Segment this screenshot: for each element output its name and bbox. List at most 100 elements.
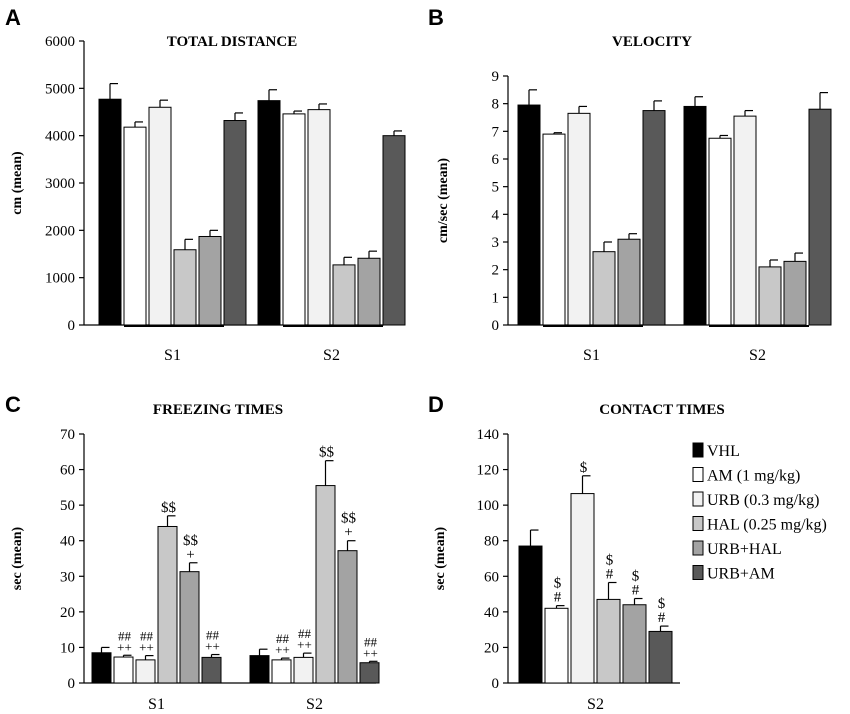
y-tick-label: 50 — [60, 498, 75, 514]
legend-swatch — [692, 540, 704, 556]
chart-a: TOTAL DISTANCE cm (mean) 0 1000 2000 3000 4000… — [10, 34, 406, 364]
y-tick-label: 120 — [477, 463, 500, 479]
significance-annotation: + — [344, 525, 352, 541]
y-tick-label: 9 — [492, 69, 500, 85]
y-tick-label: 10 — [60, 640, 75, 656]
y-tick-label: 30 — [60, 569, 75, 585]
y-tick-label: 1 — [492, 290, 500, 306]
y-tick-label: 140 — [477, 427, 500, 443]
y-tick-label: 20 — [484, 640, 499, 656]
bar-urb-am-s1 — [223, 120, 247, 326]
bar-urb-hal-s2 — [783, 260, 807, 326]
y-axis-label: cm (mean) — [10, 151, 25, 215]
bar-am-s1 — [123, 126, 147, 326]
bar-am-s1 — [113, 656, 134, 684]
panel-letter-a: A — [5, 5, 21, 30]
significance-annotation: ## — [140, 629, 154, 644]
legend-label: AM (1 mg/kg) — [707, 468, 800, 485]
significance-annotation: ++ — [275, 642, 290, 657]
significance-annotation: ## — [118, 628, 132, 643]
chart-b: VELOCITY cm/sec (mean) 0 1 2 3 4 5 6 7 8 9 S1 S2 — [436, 34, 832, 364]
y-tick-label: 0 — [68, 676, 76, 692]
bar-vhl-s1 — [98, 98, 122, 326]
bar-urb-s2 — [733, 115, 757, 326]
y-tick-label: 80 — [484, 534, 499, 550]
bar-urb-s2 — [293, 656, 314, 684]
significance-annotation: # — [632, 583, 640, 599]
bar-vhl-s1 — [91, 652, 112, 684]
bar-hal-s1 — [157, 525, 178, 684]
y-axis-label: sec (mean) — [433, 526, 448, 590]
bar-urb-hal-s1 — [617, 238, 641, 326]
chart-title: FREEZING TIMES — [153, 402, 283, 418]
y-tick-label: 20 — [60, 605, 75, 621]
significance-annotation: ++ — [139, 640, 154, 655]
bar-am-s2 — [282, 113, 306, 326]
y-tick-label: 4 — [492, 207, 500, 223]
significance-annotation: $ — [554, 576, 562, 592]
bar-am-s2 — [271, 659, 292, 684]
y-axis-label: cm/sec (mean) — [436, 158, 451, 243]
legend-swatch — [692, 491, 704, 507]
y-tick-label: 2000 — [45, 223, 75, 239]
legend-label: VHL — [707, 443, 740, 460]
y-tick-label: 40 — [484, 605, 499, 621]
bar-urb-am-s2 — [648, 630, 673, 684]
significance-annotation: # — [554, 590, 562, 606]
y-tick-label: 0 — [68, 318, 76, 334]
category-label: S2 — [306, 696, 323, 713]
significance-annotation: $$ — [161, 500, 177, 516]
significance-annotation: ## — [364, 634, 378, 649]
legend-swatch — [692, 516, 704, 531]
bar-vhl-s2 — [683, 105, 707, 326]
y-tick-label: 4000 — [45, 129, 75, 145]
panel-a: A — [5, 5, 21, 30]
bar-urb-s2 — [570, 493, 595, 684]
bar-urb-s1 — [567, 112, 591, 326]
category-label: S2 — [323, 347, 340, 364]
significance-annotation: ## — [276, 631, 290, 646]
y-tick-label: 2 — [492, 263, 500, 279]
significance-annotation: ++ — [363, 645, 378, 660]
legend-swatch — [692, 442, 704, 458]
y-axis-label: sec (mean) — [10, 526, 25, 590]
bar-vhl-s2 — [518, 545, 543, 684]
bar-vhl-s2 — [249, 655, 270, 684]
y-tick-label: 100 — [477, 498, 500, 514]
panel-letter-b: B — [428, 5, 444, 30]
chart-title: VELOCITY — [612, 34, 692, 50]
bar-urb-s1 — [135, 659, 156, 684]
y-tick-label: 1000 — [45, 271, 75, 287]
bar-hal-s1 — [173, 249, 197, 326]
y-tick-label: 60 — [484, 569, 499, 585]
bar-hal-s1 — [592, 251, 616, 326]
bar-urb-am-s2 — [359, 662, 380, 684]
chart-d: CONTACT TIMES sec (mean) 0 20 40 60 80 100 120 14… — [433, 402, 725, 713]
legend-label: URB+AM — [707, 566, 775, 583]
bar-vhl-s2 — [257, 100, 281, 326]
significance-annotation: # — [658, 610, 666, 626]
category-label: S2 — [749, 347, 766, 364]
legend-label: URB+HAL — [707, 541, 782, 558]
bar-urb-s2 — [307, 109, 331, 326]
significance-annotation: ++ — [205, 639, 220, 654]
bar-urb-hal-s1 — [198, 235, 222, 326]
significance-annotation: # — [606, 567, 614, 583]
y-tick-label: 0 — [492, 676, 500, 692]
chart-c: FREEZING TIMES sec (mean) 0 10 20 30 40 50 60 70 +… — [10, 402, 380, 713]
significance-annotation: ## — [298, 626, 312, 641]
bar-urb-am-s1 — [642, 110, 666, 326]
bar-am-s1 — [542, 133, 566, 326]
legend-label: HAL (0.25 mg/kg) — [707, 517, 827, 534]
legend-swatch — [692, 467, 704, 482]
significance-annotation: + — [186, 547, 194, 563]
panel-c: C — [5, 392, 21, 417]
significance-annotation: $ — [580, 460, 588, 476]
chart-title: CONTACT TIMES — [599, 402, 724, 418]
significance-annotation: $ — [632, 569, 640, 585]
bar-urb-s1 — [148, 106, 172, 326]
bar-urb-hal-s2 — [357, 257, 381, 326]
bar-urb-hal-s2 — [337, 550, 358, 684]
significance-annotation: ++ — [117, 639, 132, 654]
